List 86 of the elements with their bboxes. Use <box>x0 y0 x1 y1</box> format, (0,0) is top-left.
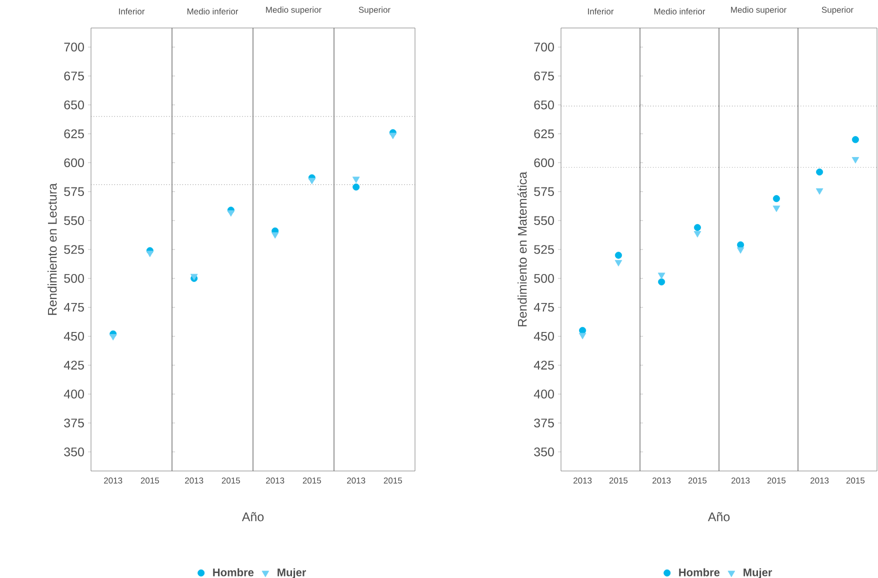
y-tick-label: 650 <box>64 100 84 110</box>
y-tick-label: 450 <box>64 332 84 341</box>
point <box>694 224 701 232</box>
y-tick-label: 450 <box>534 332 554 341</box>
x-tick-label: 2015 <box>609 478 628 484</box>
point <box>579 326 586 334</box>
point <box>658 272 666 280</box>
point <box>772 195 780 202</box>
chart-title: Medio inferior <box>187 8 238 14</box>
y-tick-label: 600 <box>534 158 554 168</box>
x-tick-label: 2015 <box>140 478 160 484</box>
y-tick-label: 525 <box>534 245 554 254</box>
point <box>271 232 279 239</box>
y-tick-label: 575 <box>534 187 554 196</box>
y-tick-label: 625 <box>534 129 554 138</box>
x-tick-label: 2013 <box>185 478 204 484</box>
y-axis-title: Rendimiento en Matemática <box>517 172 527 326</box>
y-tick-label: 500 <box>64 274 84 283</box>
y-tick-label: 375 <box>64 418 84 428</box>
point <box>736 247 744 254</box>
x-tick-label: 2015 <box>222 478 240 484</box>
x-tick-label: 2015 <box>688 478 707 484</box>
point <box>852 136 859 144</box>
point <box>852 157 860 164</box>
x-tick-label: 2013 <box>574 478 592 484</box>
point <box>658 278 666 286</box>
y-tick-label: 350 <box>534 447 554 456</box>
point <box>614 252 622 259</box>
y-tick-label: 350 <box>64 447 84 456</box>
y-tick-label: 700 <box>534 42 554 52</box>
y-tick-label: 425 <box>64 360 84 370</box>
chart-title: Medio superior <box>731 6 786 14</box>
y-tick-label: 375 <box>534 418 554 428</box>
legend-label: Mujer <box>744 568 772 578</box>
y-tick-label: 475 <box>534 302 554 312</box>
x-axis-title: Año <box>242 512 264 522</box>
y-tick-label: 575 <box>64 187 84 196</box>
y-tick-label: 525 <box>64 245 84 254</box>
x-tick-label: 2013 <box>810 478 829 484</box>
x-tick-label: 2013 <box>652 478 671 484</box>
x-axis-title: Año <box>708 512 730 522</box>
y-tick-label: 550 <box>64 216 84 225</box>
point <box>772 206 780 212</box>
x-tick-label: 2013 <box>266 478 284 484</box>
x-tick-label: 2013 <box>104 478 122 484</box>
chart-title: Medio superior <box>266 6 322 14</box>
chart-title: Superior <box>358 6 390 14</box>
point <box>816 168 824 176</box>
y-tick-label: 625 <box>64 129 84 138</box>
y-axis-title: Rendimiento en Lectura <box>48 183 57 315</box>
point <box>578 332 586 340</box>
y-tick-label: 425 <box>534 360 554 370</box>
point <box>614 260 622 266</box>
x-tick-label: 2015 <box>302 478 322 484</box>
legend-label: Mujer <box>278 568 306 578</box>
chart-title: Inferior <box>119 8 145 14</box>
y-tick-label: 700 <box>64 42 84 52</box>
point <box>816 188 824 195</box>
y-tick-label: 600 <box>64 158 84 168</box>
legend-label: Hombre <box>213 568 254 576</box>
point <box>694 231 702 238</box>
point <box>109 334 117 340</box>
legend-label: Hombre <box>679 568 720 576</box>
point <box>146 250 154 258</box>
point <box>227 210 235 217</box>
y-tick-label: 500 <box>534 274 554 283</box>
chart-title: Superior <box>822 6 854 14</box>
y-tick-label: 400 <box>64 390 84 398</box>
y-tick-label: 400 <box>534 390 554 398</box>
x-tick-label: 2013 <box>732 478 750 484</box>
point <box>352 176 360 184</box>
x-tick-label: 2015 <box>846 478 865 484</box>
point <box>352 184 360 191</box>
chart-title: Inferior <box>588 8 614 14</box>
x-tick-label: 2015 <box>767 478 786 484</box>
x-tick-label: 2015 <box>384 478 402 484</box>
chart-title: Medio inferior <box>654 8 706 14</box>
x-tick-label: 2013 <box>347 478 366 484</box>
y-tick-label: 675 <box>64 72 84 80</box>
y-tick-label: 475 <box>64 302 84 312</box>
point <box>308 178 316 184</box>
point <box>737 241 744 248</box>
y-tick-label: 550 <box>534 216 554 225</box>
y-tick-label: 675 <box>534 72 554 80</box>
y-tick-label: 650 <box>534 100 554 110</box>
point <box>389 132 397 140</box>
